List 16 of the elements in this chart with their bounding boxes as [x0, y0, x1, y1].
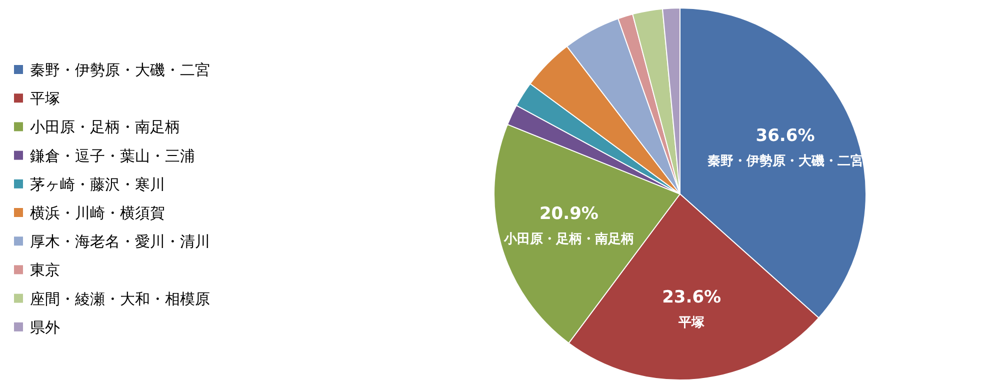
legend-label: 東京 — [30, 261, 60, 280]
legend-label: 茅ヶ崎・藤沢・寒川 — [30, 175, 165, 194]
legend-label: 秦野・伊勢原・大磯・二宮 — [30, 61, 210, 79]
slice-label: 小田原・足柄・南足柄 — [502, 232, 634, 248]
legend-label: 鎌倉・逗子・葉山・三浦 — [30, 146, 195, 165]
legend-label: 厚木・海老名・愛川・清川 — [30, 232, 210, 251]
slice-label: 平塚 — [678, 316, 706, 331]
data-label: 36.6% — [756, 126, 815, 146]
data-label: 20.9% — [539, 204, 598, 224]
slice-label: 秦野・伊勢原・大磯・二宮 — [707, 152, 864, 169]
legend-label: 横浜・川崎・横須賀 — [30, 204, 165, 222]
legend-label: 県外 — [30, 318, 60, 336]
legend-label: 平塚 — [30, 90, 60, 108]
data-label: 23.6% — [662, 288, 722, 308]
legend-label: 座間・綾瀬・大和・相模原 — [30, 290, 210, 308]
legend-label: 小田原・足柄・南足柄 — [30, 118, 180, 136]
